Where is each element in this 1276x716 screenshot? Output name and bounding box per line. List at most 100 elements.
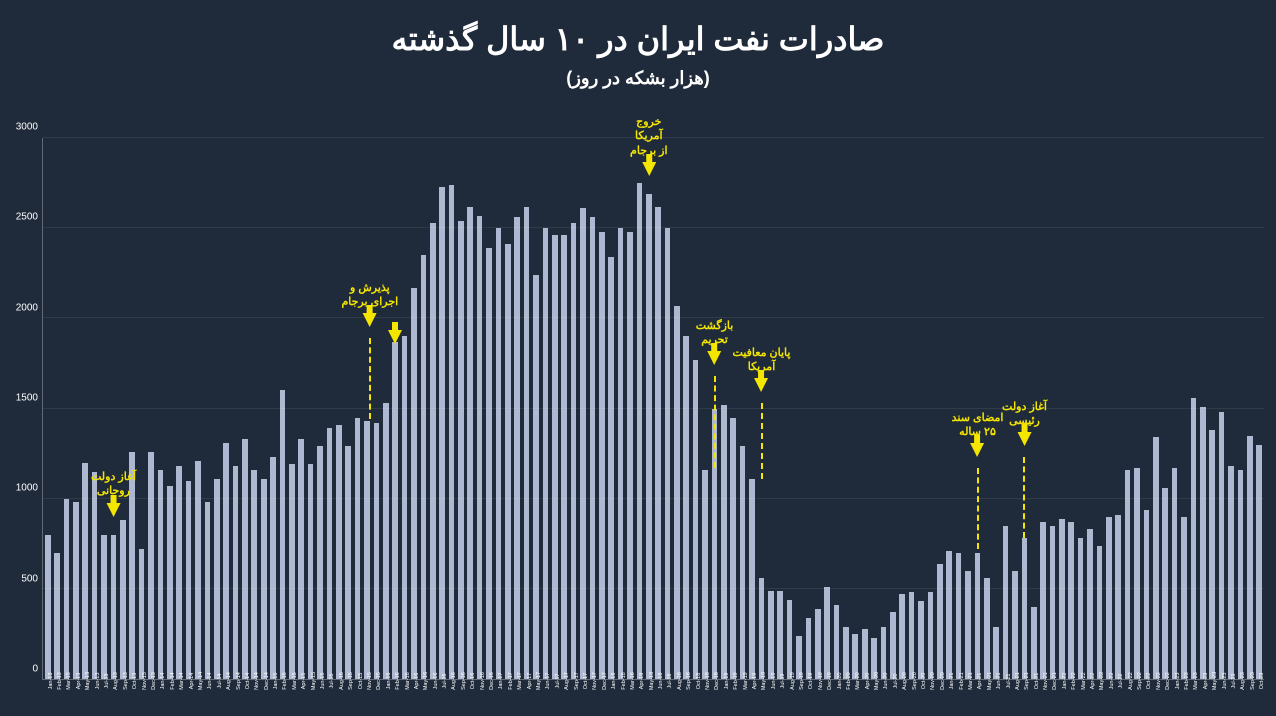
bar-slot: May-17 <box>531 138 540 679</box>
bar <box>345 446 351 679</box>
bar-slot: Aug-21 <box>1010 138 1019 679</box>
bar-slot: Jan-15 <box>268 138 277 679</box>
bar <box>834 605 840 679</box>
bar-slot: Mar-16 <box>400 138 409 679</box>
bar <box>740 446 746 679</box>
bar-slot: Apr-23 <box>1198 138 1207 679</box>
bar-slot: Dec-17 <box>597 138 606 679</box>
bar-slot: Feb-20 <box>841 138 850 679</box>
bar <box>1209 430 1215 679</box>
bar-slot: Jun-20 <box>879 138 888 679</box>
bar-slot: Feb-13 <box>52 138 61 679</box>
bar <box>280 390 286 679</box>
bar-slot: Dec-14 <box>259 138 268 679</box>
bar-slot: Nov-13 <box>137 138 146 679</box>
plot-area: Jan-13Feb-13Mar-13Apr-13May-13Jun-13Jul-… <box>42 138 1264 680</box>
bar <box>862 629 868 679</box>
bar-slot: Dec-22 <box>1160 138 1169 679</box>
x-tick-label: Oct-23 <box>1259 673 1265 690</box>
chart-title: صادرات نفت ایران در ۱۰ سال گذشته <box>0 0 1276 58</box>
bar-slot: Nov-20 <box>926 138 935 679</box>
bar-slot: Dec-13 <box>146 138 155 679</box>
bar-slot: Dec-19 <box>822 138 831 679</box>
bar <box>665 228 671 679</box>
bar <box>787 600 793 679</box>
bar-slot: Dec-15 <box>372 138 381 679</box>
bar-slot: Oct-14 <box>240 138 249 679</box>
bar-slot: Aug-18 <box>672 138 681 679</box>
bar <box>458 221 464 679</box>
bar-slot: Oct-23 <box>1254 138 1263 679</box>
bar <box>599 232 605 679</box>
bar <box>205 502 211 679</box>
bar <box>993 627 999 679</box>
bar-slot: May-23 <box>1207 138 1216 679</box>
bar <box>496 228 502 679</box>
bar-slot: Aug-13 <box>109 138 118 679</box>
bar <box>73 502 79 679</box>
bar <box>449 185 455 679</box>
bar-slot: Jan-20 <box>832 138 841 679</box>
bar-slot: Mar-21 <box>963 138 972 679</box>
bar-slot: May-13 <box>81 138 90 679</box>
bar-slot: Mar-15 <box>287 138 296 679</box>
bar-slot: May-16 <box>419 138 428 679</box>
chart-area: 050010001500200025003000 Jan-13Feb-13Mar… <box>42 138 1264 680</box>
bar <box>608 257 614 679</box>
bar <box>111 535 117 679</box>
bar <box>890 612 896 679</box>
bar <box>467 207 473 679</box>
bar <box>1134 468 1140 679</box>
bar-slot: Jul-14 <box>212 138 221 679</box>
bar-slot: Jun-21 <box>991 138 1000 679</box>
bar-slot: Oct-19 <box>804 138 813 679</box>
bar <box>768 591 774 679</box>
bar-slot: Sep-20 <box>907 138 916 679</box>
grid-line <box>43 317 1264 318</box>
bar <box>928 592 934 679</box>
bar <box>1125 470 1131 679</box>
bar <box>956 553 962 679</box>
grid-line <box>43 498 1264 499</box>
bar-slot: Apr-18 <box>635 138 644 679</box>
bar <box>45 535 51 679</box>
bar-slot: Jan-14 <box>156 138 165 679</box>
bar <box>1200 407 1206 679</box>
bar <box>1115 515 1121 679</box>
bar <box>561 235 567 679</box>
bar-slot: Apr-14 <box>184 138 193 679</box>
bar-slot: Aug-16 <box>447 138 456 679</box>
bar <box>505 244 511 679</box>
bar-slot: Feb-21 <box>954 138 963 679</box>
annotation-text: خروج <box>630 115 668 129</box>
bar-slot: Jan-19 <box>719 138 728 679</box>
bar-slot: Oct-18 <box>691 138 700 679</box>
bar <box>1097 546 1103 679</box>
bar-slot: Apr-16 <box>409 138 418 679</box>
y-tick-label: 1000 <box>16 483 38 494</box>
bar <box>1106 517 1112 679</box>
bar <box>1003 526 1009 679</box>
bar <box>1219 412 1225 679</box>
bar <box>355 418 361 679</box>
bar <box>843 627 849 679</box>
bar-slot: Apr-13 <box>71 138 80 679</box>
bar-slot: May-21 <box>982 138 991 679</box>
bar-slot: Jul-18 <box>663 138 672 679</box>
bar <box>683 336 689 679</box>
bar-slot: Jun-19 <box>766 138 775 679</box>
bar <box>514 217 520 679</box>
y-tick-label: 2000 <box>16 302 38 313</box>
bar-slot: Apr-17 <box>522 138 531 679</box>
bar-slot: May-22 <box>1095 138 1104 679</box>
bar <box>289 464 295 679</box>
bar-slot: Oct-13 <box>128 138 137 679</box>
bar <box>82 463 88 679</box>
bar-slot: Apr-19 <box>747 138 756 679</box>
bar-slot: Mar-22 <box>1076 138 1085 679</box>
bar-slot: Jul-15 <box>325 138 334 679</box>
bar <box>1068 522 1074 679</box>
bar <box>1181 517 1187 679</box>
bar-slot: Sep-23 <box>1245 138 1254 679</box>
bar <box>402 336 408 679</box>
